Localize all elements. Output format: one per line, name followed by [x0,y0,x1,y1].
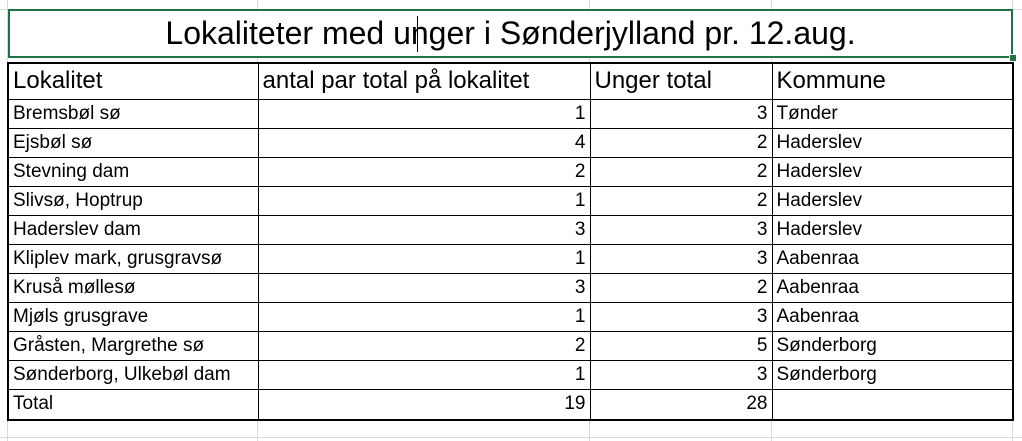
data-table: Lokalitet antal par total på lokalitet U… [7,62,1014,421]
cell-par[interactable]: 1 [257,301,591,332]
header-row: Lokalitet antal par total på lokalitet U… [7,62,1014,100]
header-unger-total[interactable]: Unger total [589,62,773,100]
cell-unger[interactable]: 3 [589,98,773,129]
cell-kommune[interactable]: Tønder [771,98,1014,129]
total-kommune[interactable] [771,388,1014,421]
cell-kommune[interactable]: Haderslev [771,156,1014,187]
cell-lokalitet[interactable]: Bremsbøl sø [7,98,259,129]
cell-kommune[interactable]: Sønderborg [771,330,1014,361]
total-label[interactable]: Total [7,388,259,421]
sheet-title: Lokaliteter med unger i Sønderjylland pr… [165,15,856,51]
cell-kommune[interactable]: Aabenraa [771,301,1014,332]
total-row: Total 19 28 [7,388,1014,421]
table-row: Mjøls grusgrave 1 3 Aabenraa [7,301,1014,332]
total-par[interactable]: 19 [257,388,591,421]
cell-unger[interactable]: 2 [589,127,773,158]
fill-handle[interactable] [1009,54,1017,62]
table-row: Haderslev dam 3 3 Haderslev [7,214,1014,245]
cell-par[interactable]: 2 [257,330,591,361]
table-row: Stevning dam 2 2 Haderslev [7,156,1014,187]
table-row: Bremsbøl sø 1 3 Tønder [7,98,1014,129]
cell-unger[interactable]: 5 [589,330,773,361]
cell-lokalitet[interactable]: Slivsø, Hoptrup [7,185,259,216]
table-row: Kruså møllesø 3 2 Aabenraa [7,272,1014,303]
cell-unger[interactable]: 3 [589,214,773,245]
cell-unger[interactable]: 3 [589,301,773,332]
cell-par[interactable]: 3 [257,214,591,245]
cell-par[interactable]: 4 [257,127,591,158]
table-row: Sønderborg, Ulkebøl dam 1 3 Sønderborg [7,359,1014,390]
title-cell[interactable]: Lokaliteter med unger i Sønderjylland pr… [8,9,1013,58]
cell-kommune[interactable]: Aabenraa [771,272,1014,303]
cell-par[interactable]: 1 [257,98,591,129]
cell-lokalitet[interactable]: Ejsbøl sø [7,127,259,158]
cell-lokalitet[interactable]: Gråsten, Margrethe sø [7,330,259,361]
cell-kommune[interactable]: Haderslev [771,214,1014,245]
cell-kommune[interactable]: Haderslev [771,127,1014,158]
cell-par[interactable]: 1 [257,359,591,390]
table-row: Ejsbøl sø 4 2 Haderslev [7,127,1014,158]
table-row: Gråsten, Margrethe sø 2 5 Sønderborg [7,330,1014,361]
cell-par[interactable]: 2 [257,156,591,187]
table-row: Slivsø, Hoptrup 1 2 Haderslev [7,185,1014,216]
cell-par[interactable]: 1 [257,185,591,216]
cell-unger[interactable]: 2 [589,272,773,303]
cell-lokalitet[interactable]: Stevning dam [7,156,259,187]
header-lokalitet[interactable]: Lokalitet [7,62,259,100]
cell-lokalitet[interactable]: Kliplev mark, grusgravsø [7,243,259,274]
cell-par[interactable]: 3 [257,272,591,303]
cell-lokalitet[interactable]: Mjøls grusgrave [7,301,259,332]
cell-unger[interactable]: 3 [589,359,773,390]
cell-lokalitet[interactable]: Kruså møllesø [7,272,259,303]
cell-kommune[interactable]: Haderslev [771,185,1014,216]
total-unger[interactable]: 28 [589,388,773,421]
cell-lokalitet[interactable]: Sønderborg, Ulkebøl dam [7,359,259,390]
cell-kommune[interactable]: Sønderborg [771,359,1014,390]
cell-lokalitet[interactable]: Haderslev dam [7,214,259,245]
cell-unger[interactable]: 2 [589,185,773,216]
cell-unger[interactable]: 2 [589,156,773,187]
header-antal-par[interactable]: antal par total på lokalitet [257,62,591,100]
cell-kommune[interactable]: Aabenraa [771,243,1014,274]
table-row: Kliplev mark, grusgravsø 1 3 Aabenraa [7,243,1014,274]
cell-unger[interactable]: 3 [589,243,773,274]
text-cursor [417,16,418,52]
cell-par[interactable]: 1 [257,243,591,274]
header-kommune[interactable]: Kommune [771,62,1014,100]
